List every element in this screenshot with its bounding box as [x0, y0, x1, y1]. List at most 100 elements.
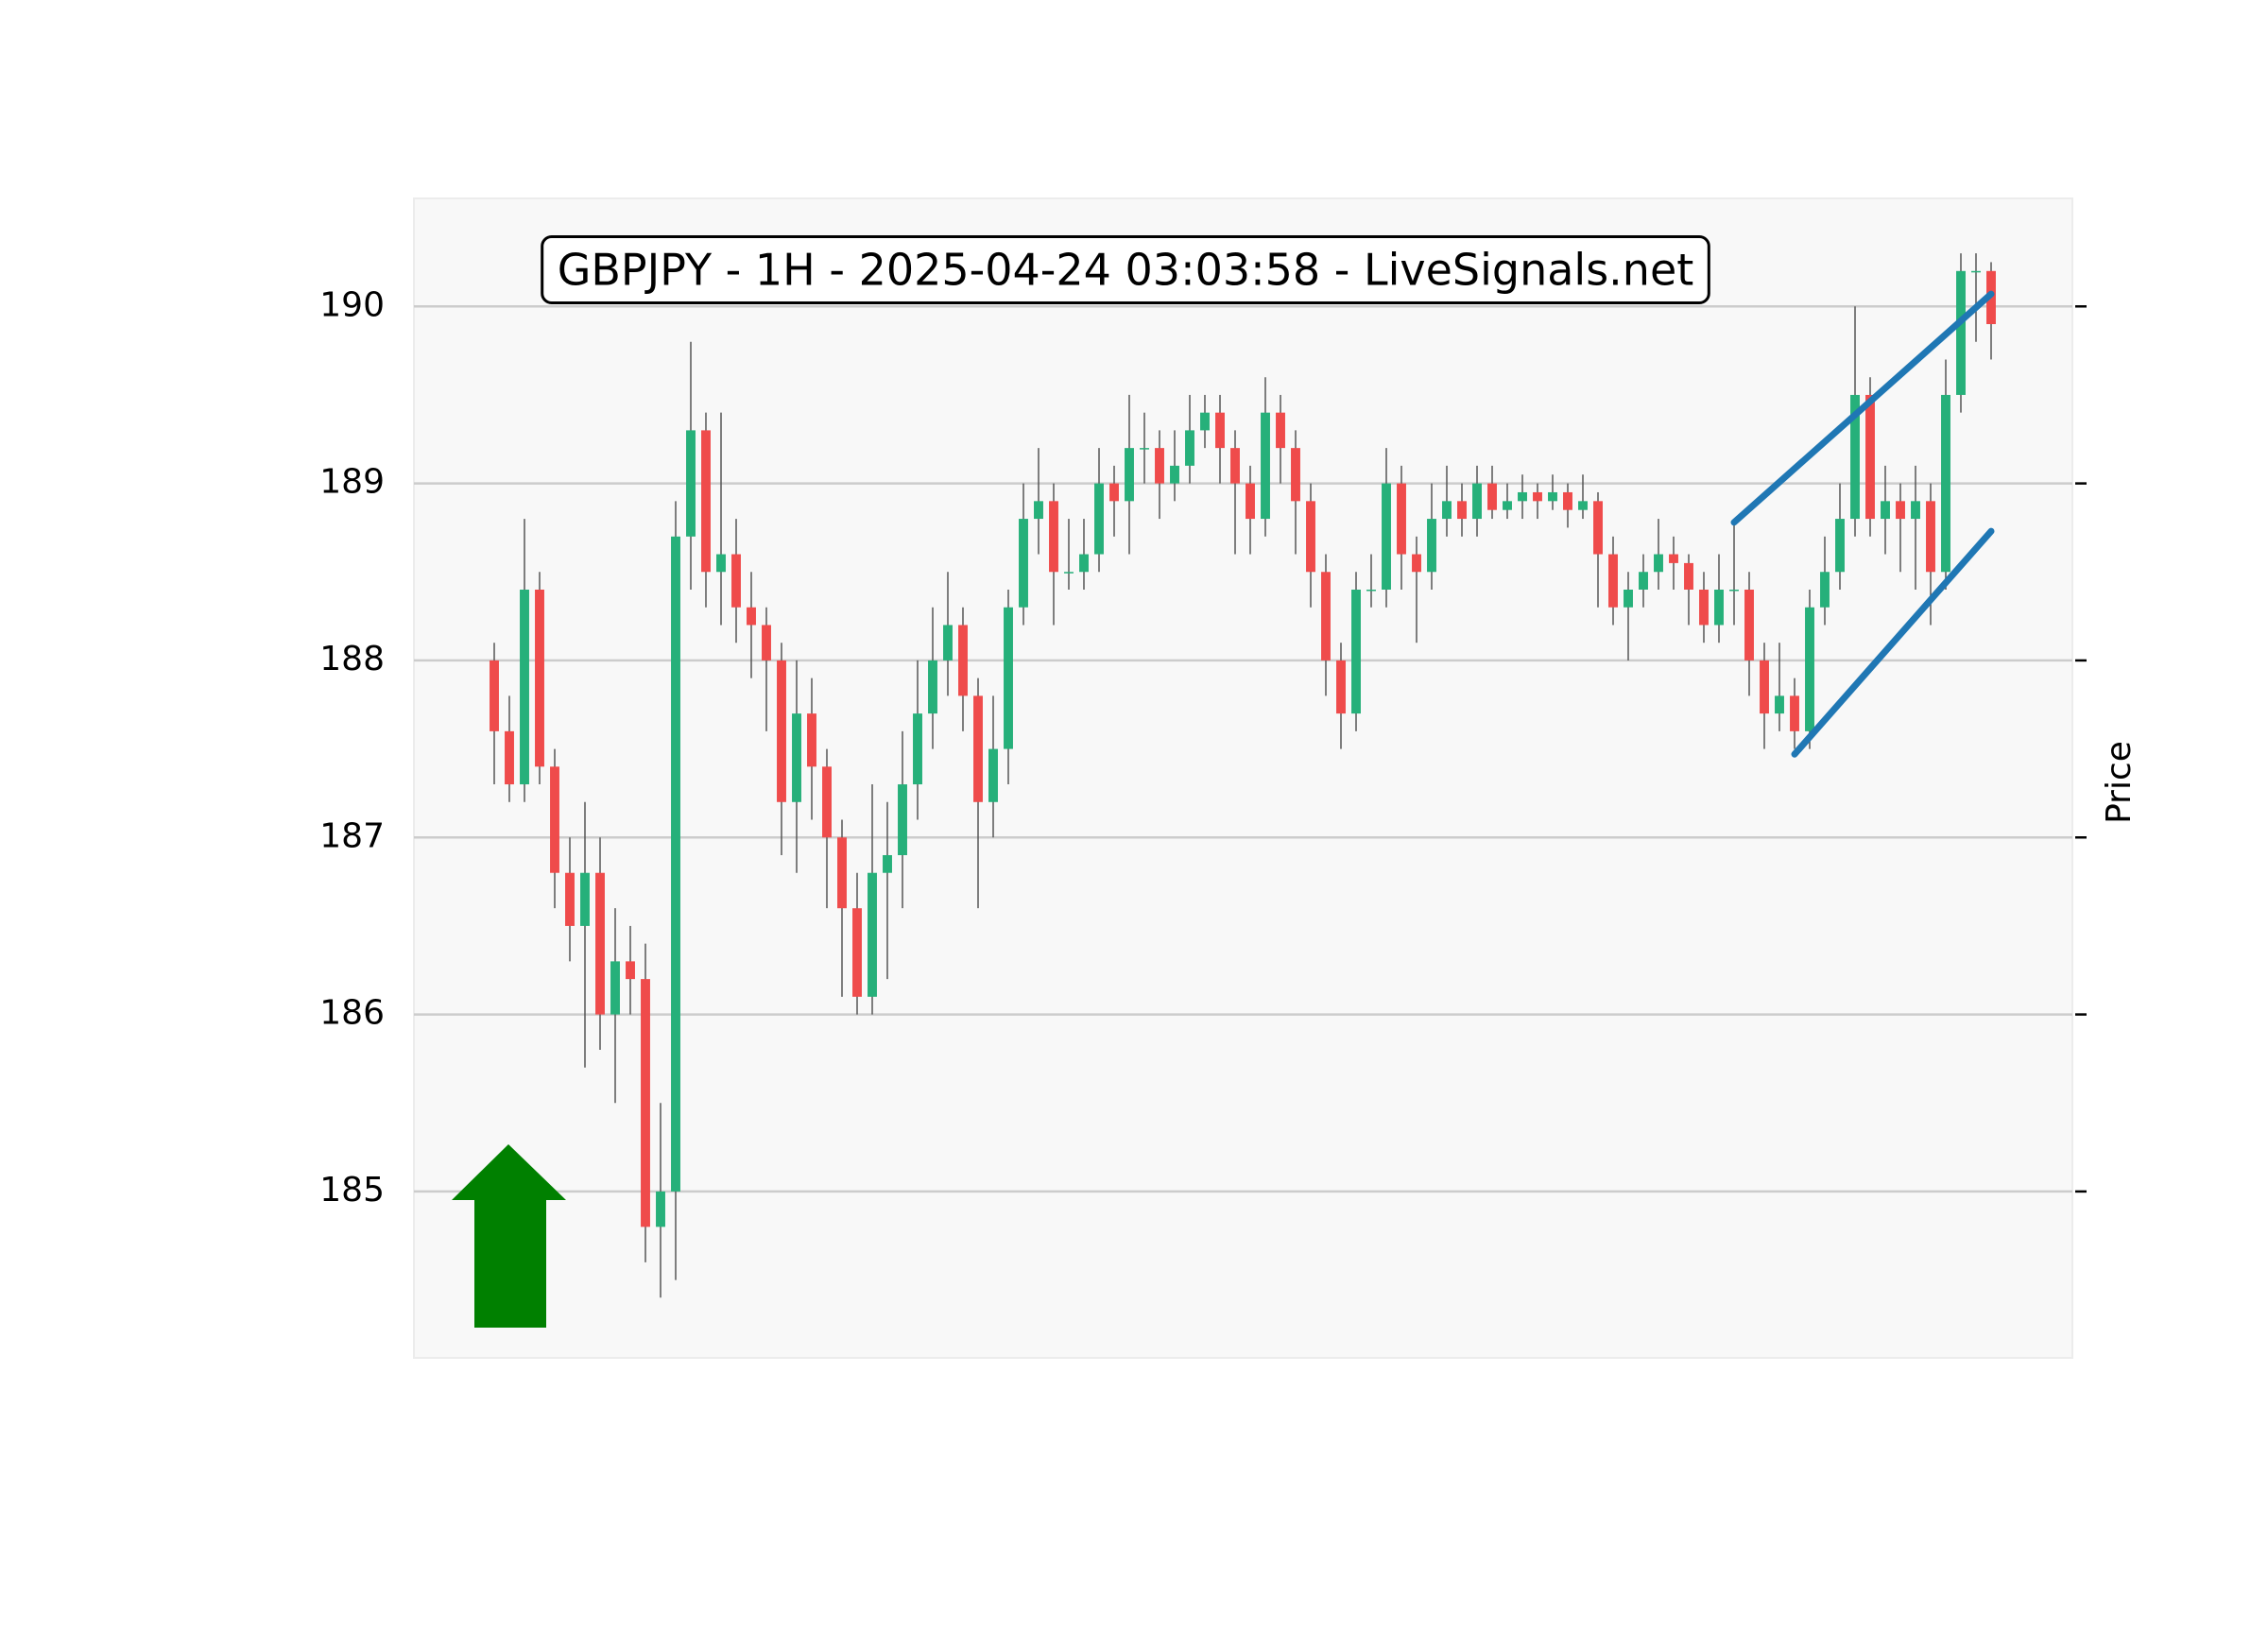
candle-body: [1246, 483, 1255, 520]
candle-body: [701, 430, 711, 573]
candle-body: [1276, 412, 1285, 449]
candle-body: [1004, 607, 1013, 749]
candle-body: [1427, 519, 1436, 573]
y-tick-label: 189: [319, 463, 385, 502]
candle-body: [1775, 695, 1784, 714]
candle-body: [1185, 430, 1194, 466]
candle-body: [1261, 412, 1270, 520]
candle-body: [1624, 589, 1633, 608]
candle-body: [943, 625, 953, 661]
candle-body: [868, 872, 877, 997]
candle-body: [1382, 483, 1391, 590]
candle-body: [731, 554, 741, 608]
candle-body: [1941, 394, 1950, 573]
candle-body: [1956, 270, 1966, 395]
candle-body: [580, 872, 590, 926]
candle-body: [1487, 483, 1497, 510]
candle-body: [1140, 448, 1149, 450]
candle-body: [1503, 501, 1512, 510]
candle-body: [1608, 554, 1618, 608]
candle-body: [1639, 572, 1648, 590]
candle-body: [1019, 519, 1028, 608]
candle-body: [1714, 589, 1724, 626]
candle-body: [1669, 554, 1678, 563]
candle-body: [1125, 448, 1134, 502]
candle-body: [1442, 501, 1452, 520]
candle-body: [973, 695, 983, 802]
candle-body: [535, 589, 544, 767]
candle-body: [913, 713, 922, 785]
candle-body: [1366, 589, 1376, 592]
candle-body: [505, 730, 514, 785]
y-tick-label: 185: [319, 1171, 385, 1210]
candle-body: [565, 872, 575, 926]
candle-body: [1034, 501, 1043, 520]
candle-body: [777, 660, 786, 802]
chart-title: GBPJPY - 1H - 2025-04-24 03:03:58 - Live…: [558, 245, 1694, 296]
candle-body: [1155, 448, 1164, 484]
candle-body: [762, 625, 771, 661]
candle-body: [1321, 572, 1331, 661]
candle-body: [852, 908, 862, 997]
candle-body: [1896, 501, 1905, 520]
candle-body: [1472, 483, 1482, 520]
candle-body: [1079, 554, 1089, 573]
candle-body: [626, 961, 635, 980]
candle-body: [1170, 465, 1179, 484]
y-tick-label: 190: [319, 285, 385, 324]
candle-body: [1548, 491, 1557, 502]
candle-body: [958, 625, 968, 696]
candle-body: [1790, 695, 1799, 731]
candle-body: [671, 536, 680, 1192]
candle-body: [1760, 660, 1769, 714]
candle-body: [1881, 501, 1890, 520]
buy-arrow: [452, 1144, 566, 1328]
candle-body: [610, 961, 620, 1015]
candle-body: [1744, 589, 1754, 661]
candle-body: [656, 1191, 665, 1227]
candle-body: [822, 766, 832, 838]
trend-line: [1791, 527, 1995, 758]
candle-body: [898, 784, 907, 855]
candle-body: [1684, 562, 1693, 590]
candle-body: [1200, 412, 1210, 431]
candle-body: [1351, 589, 1361, 714]
candle-body: [1397, 483, 1406, 555]
candle-body: [1109, 483, 1119, 502]
candle-body: [1563, 491, 1572, 510]
candle-body: [1578, 501, 1588, 510]
title-box: [541, 235, 1710, 304]
candle-body: [490, 660, 499, 731]
candle-body: [792, 713, 801, 802]
candle-body: [988, 748, 998, 802]
candle-body: [1820, 572, 1830, 608]
candle-body: [747, 607, 756, 626]
candle-body: [1291, 448, 1300, 502]
candle-body: [1926, 501, 1935, 573]
y-tick-label: 186: [319, 994, 385, 1033]
candle-body: [1911, 501, 1920, 520]
candle-body: [1306, 501, 1315, 573]
candle-body: [595, 872, 605, 1015]
candle-body: [1971, 270, 1981, 273]
candle-body: [883, 854, 892, 873]
candle-body: [641, 979, 650, 1227]
candle-body: [1699, 589, 1709, 626]
y-tick-label: 187: [319, 816, 385, 855]
candles: [490, 253, 1996, 1298]
candle-body: [1805, 607, 1814, 731]
candle-body: [1215, 412, 1225, 449]
candle-body: [550, 766, 559, 873]
candle-body: [807, 713, 816, 767]
candle-body: [1593, 501, 1603, 555]
plot-area: [413, 197, 2073, 1359]
candle-body: [1518, 491, 1527, 502]
candle-body: [520, 589, 529, 785]
y-tick-label: 188: [319, 640, 385, 678]
y-axis-label: Price: [2100, 741, 2139, 824]
candle-body: [1865, 394, 1875, 520]
candle-body: [1064, 572, 1074, 574]
candle-body: [1457, 501, 1467, 520]
candle-body: [1230, 448, 1240, 484]
